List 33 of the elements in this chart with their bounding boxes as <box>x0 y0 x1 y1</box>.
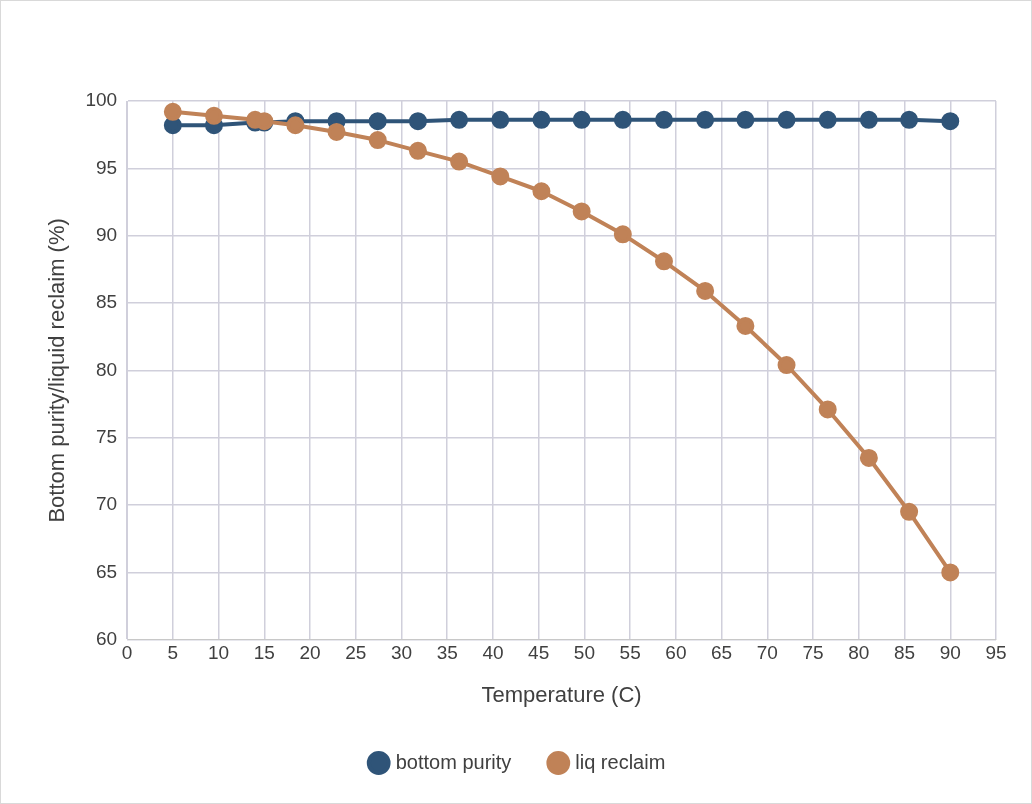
x-tick-label: 85 <box>893 642 916 664</box>
x-tick-label: 45 <box>528 642 550 664</box>
y-tick-label: 70 <box>95 493 118 515</box>
x-tick-label: 0 <box>121 642 133 664</box>
x-tick-label: 90 <box>939 642 961 664</box>
x-tick-label: 95 <box>985 642 1007 664</box>
y-tick-label: 80 <box>95 358 118 380</box>
x-tick-label: 60 <box>665 642 687 664</box>
x-tick-label: 80 <box>848 642 870 664</box>
legend-label: bottom purity <box>395 750 512 773</box>
y-tick-label: 90 <box>95 223 118 245</box>
x-tick-label: 35 <box>436 642 458 664</box>
x-tick-label: 30 <box>390 642 413 664</box>
x-tick-label: 65 <box>711 642 733 664</box>
y-tick-label: 100 <box>85 89 118 111</box>
y-axis-title: Bottom purity/liquid reclaim (%) <box>44 218 70 523</box>
x-tick-label: 5 <box>167 642 179 664</box>
x-axis-title: Temperature (C) <box>481 681 642 707</box>
x-tick-label: 55 <box>619 642 641 664</box>
x-tick-label: 10 <box>207 642 230 664</box>
y-tick-label: 65 <box>95 560 118 582</box>
y-tick-label: 95 <box>95 156 118 178</box>
x-tick-label: 70 <box>756 642 778 664</box>
x-tick-label: 40 <box>482 642 504 664</box>
x-tick-label: 25 <box>345 642 367 664</box>
y-tick-label: 60 <box>95 628 118 650</box>
legend-label: liq reclaim <box>575 750 666 773</box>
y-tick-label: 85 <box>95 291 118 313</box>
x-tick-label: 20 <box>299 642 321 664</box>
x-tick-label: 75 <box>802 642 824 664</box>
y-tick-label: 75 <box>95 425 118 447</box>
x-tick-label: 15 <box>253 642 275 664</box>
x-tick-label: 50 <box>573 642 595 664</box>
